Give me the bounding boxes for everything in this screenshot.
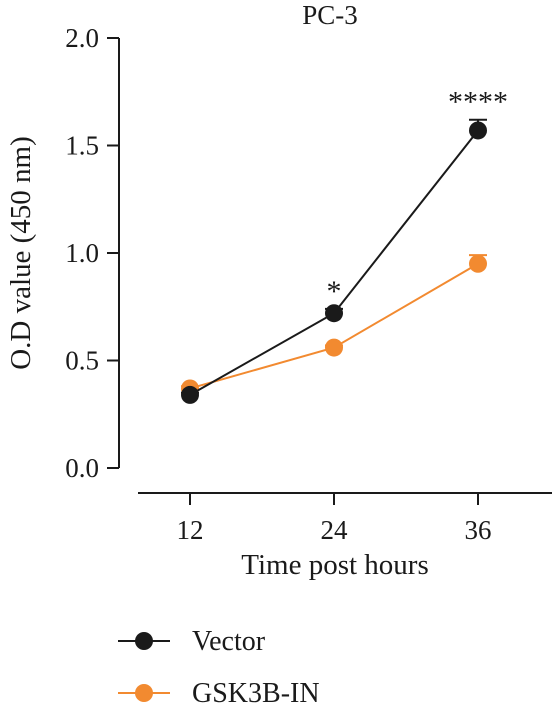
chart-title: PC-3 [302, 0, 358, 30]
legend-marker-gsk3b-in [135, 684, 153, 702]
y-axis-label: O.D value (450 nm) [5, 136, 37, 370]
significance-marker: **** [448, 86, 508, 119]
x-tick-label: 36 [465, 515, 492, 545]
x-tick-label: 24 [321, 515, 349, 545]
data-point-gsk3b-in [469, 254, 487, 273]
significance-annotations: ***** [327, 86, 509, 308]
legend-label-vector: Vector [192, 626, 266, 657]
y-tick-label: 1.0 [65, 238, 99, 268]
y-tick-label: 0.0 [65, 453, 99, 483]
y-tick-label: 0.5 [65, 346, 99, 376]
y-tick-label: 2.0 [65, 23, 99, 53]
significance-marker: * [327, 275, 342, 308]
legend: Vector GSK3B-IN [118, 626, 320, 709]
y-tick-label: 1.5 [65, 131, 99, 161]
data-point-vector [181, 385, 199, 404]
series-layer [181, 118, 487, 404]
data-point-gsk3b-in [325, 338, 343, 357]
legend-label-gsk3b-in: GSK3B-IN [192, 678, 320, 709]
data-point-vector [469, 121, 487, 140]
x-axis-label: Time post hours [241, 549, 428, 581]
legend-marker-vector [135, 632, 153, 650]
x-axis-ticks: 12 24 36 [177, 493, 492, 545]
data-point-vector [325, 304, 343, 323]
x-tick-label: 12 [177, 515, 204, 545]
y-axis-ticks: 0.0 0.5 1.0 1.5 2.0 [65, 23, 119, 483]
